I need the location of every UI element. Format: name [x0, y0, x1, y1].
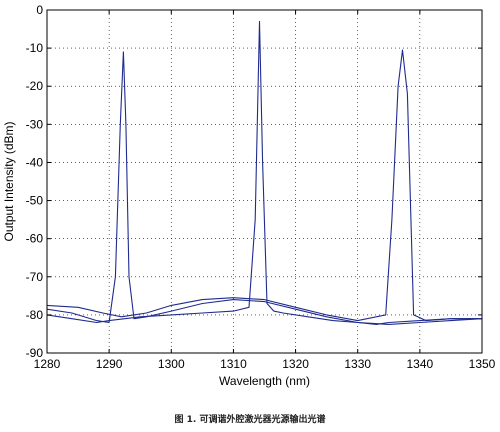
y-tick-label: -90: [26, 346, 44, 360]
y-tick-label: -40: [26, 155, 44, 169]
x-tick-label: 1350: [469, 357, 496, 371]
series-line-3: [46, 49, 482, 322]
series-line-2: [46, 20, 483, 325]
y-tick-label: -60: [26, 232, 44, 246]
y-tick-label: -30: [26, 117, 44, 131]
y-tick-label: 0: [36, 3, 43, 17]
figure-caption: 图 1. 可调谐外腔激光器光源输出光谱: [174, 415, 326, 425]
x-tick-label: 1310: [220, 357, 247, 371]
x-tick-label: 1300: [158, 357, 185, 371]
spectrum-chart: 1280 1290 1300 1310 1320 1330 1340 1350 0 -10 -20 -…: [2, 3, 496, 388]
x-tick-label: 1330: [344, 357, 371, 371]
y-axis-label: Output Intensity (dBm): [2, 121, 16, 241]
x-tick-label: 1280: [34, 357, 61, 371]
x-tick-label: 1290: [96, 357, 123, 371]
plot-frame: [46, 9, 483, 354]
y-tick-label: -50: [26, 194, 44, 208]
x-axis-label: Wavelength (nm): [219, 374, 310, 388]
x-tick-label: 1340: [407, 357, 434, 371]
y-tick-label: -10: [26, 41, 44, 55]
y-tick-label: -80: [26, 308, 44, 322]
y-tick-label: -70: [26, 270, 44, 284]
x-tick-label: 1320: [282, 357, 309, 371]
y-tick-label: -20: [26, 79, 44, 93]
